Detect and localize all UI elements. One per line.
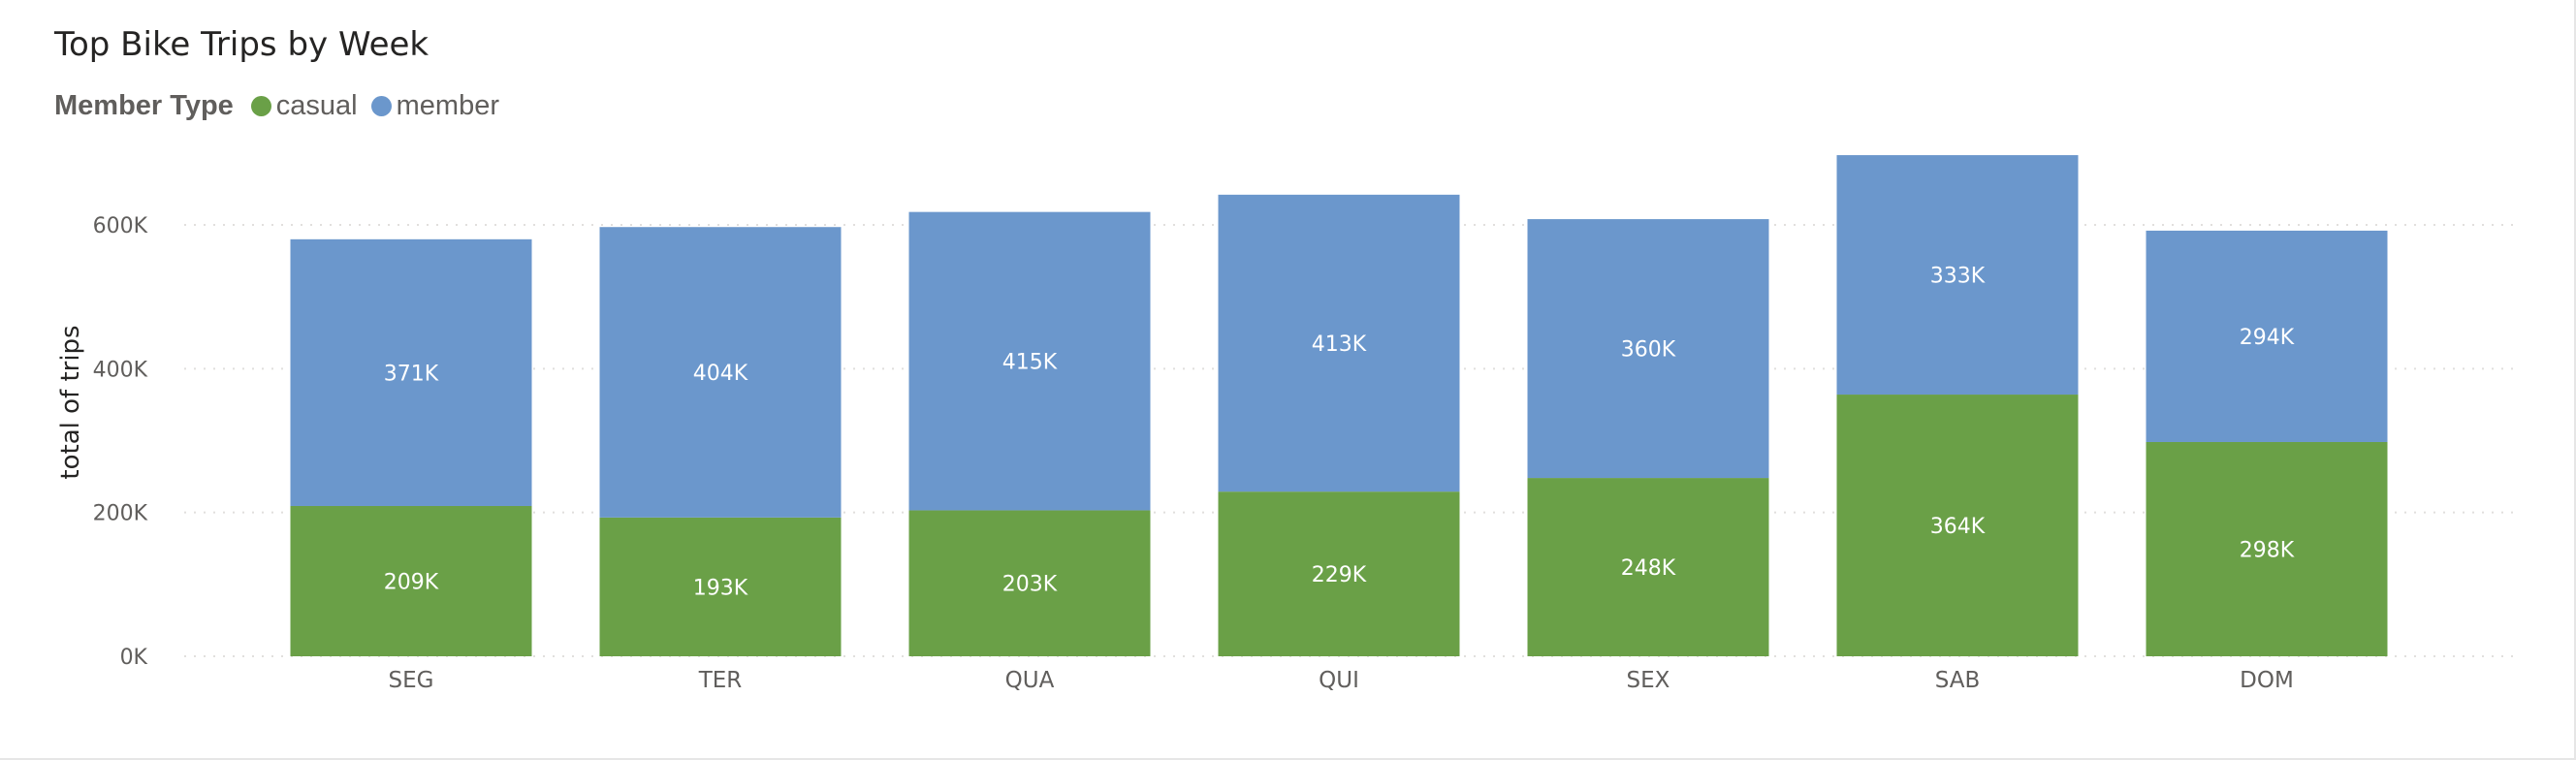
data-label-casual: 193K <box>693 576 748 600</box>
bar-member-sab[interactable] <box>1836 155 2079 396</box>
x-tick-label: QUA <box>1005 668 1055 693</box>
legend-item-member[interactable]: member <box>370 89 499 122</box>
data-label-member: 371K <box>384 362 439 386</box>
legend-title: Member Type <box>54 89 234 121</box>
data-label-member: 413K <box>1312 332 1367 357</box>
bar-member-qui[interactable] <box>1218 194 1460 492</box>
data-label-casual: 298K <box>2240 538 2295 562</box>
bar-casual-seg[interactable] <box>290 505 532 656</box>
y-tick-label: 0K <box>120 646 148 670</box>
legend-swatch-member <box>370 95 392 116</box>
x-tick-label: SEX <box>1627 668 1670 693</box>
legend-item-casual[interactable]: casual <box>250 89 358 122</box>
y-tick-label: 400K <box>93 358 148 382</box>
x-tick-label: DOM <box>2240 668 2294 693</box>
bars <box>290 155 2388 656</box>
x-tick-label: QUI <box>1319 668 1359 693</box>
x-axis: SEG TER QUA QUI SEX SAB DOM <box>389 668 2294 693</box>
data-label-member: 415K <box>1002 351 1058 375</box>
bar-member-qua[interactable] <box>908 211 1151 511</box>
legend-label-casual: casual <box>275 89 358 121</box>
bar-casual-ter[interactable] <box>599 517 842 656</box>
data-label-casual: 248K <box>1621 556 1676 581</box>
legend: Member Type casual member <box>54 83 513 128</box>
y-axis-title: total of trips <box>56 325 85 479</box>
data-label-casual: 229K <box>1312 563 1367 587</box>
data-label-casual: 209K <box>384 570 439 594</box>
data-label-casual: 203K <box>1002 573 1058 597</box>
bar-member-seg[interactable] <box>290 238 532 506</box>
gridlines <box>184 224 2521 657</box>
chart-title: Top Bike Trips by Week <box>54 25 429 64</box>
y-tick-label: 200K <box>93 502 148 526</box>
data-label-casual: 364K <box>1930 515 1986 539</box>
bar-casual-dom[interactable] <box>2146 441 2388 656</box>
x-tick-label: TER <box>698 668 743 693</box>
y-axis: total of trips 0K 200K 400K 600K <box>56 214 148 670</box>
bar-member-sex[interactable] <box>1527 219 1769 479</box>
data-label-member: 404K <box>693 362 748 386</box>
x-tick-label: SAB <box>1935 668 1981 693</box>
bar-casual-qua[interactable] <box>908 510 1151 656</box>
bar-member-ter[interactable] <box>599 227 842 518</box>
x-tick-label: SEG <box>389 668 434 693</box>
bar-casual-sab[interactable] <box>1836 395 2079 656</box>
legend-swatch-casual <box>250 95 271 116</box>
data-label-member: 294K <box>2240 326 2295 350</box>
bar-member-dom[interactable] <box>2146 230 2388 442</box>
bar-casual-sex[interactable] <box>1527 478 1769 656</box>
bar-casual-qui[interactable] <box>1218 491 1460 656</box>
data-labels: 209K 371K 193K 404K 203K 415K 229K 413K 248K 360K… <box>384 265 2295 601</box>
y-tick-label: 600K <box>93 214 148 238</box>
data-label-member: 333K <box>1930 265 1986 289</box>
data-label-member: 360K <box>1621 338 1676 363</box>
legend-label-member: member <box>396 89 499 121</box>
